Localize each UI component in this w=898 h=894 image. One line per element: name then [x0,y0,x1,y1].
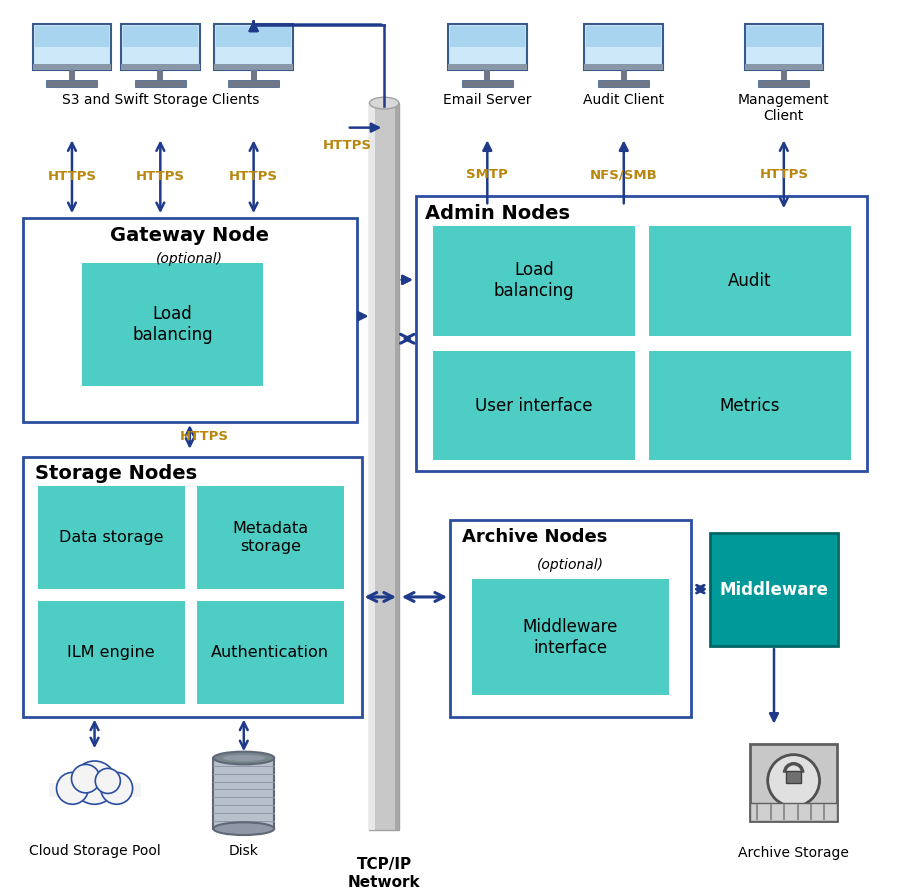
FancyBboxPatch shape [228,80,279,87]
FancyBboxPatch shape [369,103,399,830]
Text: Middleware: Middleware [719,580,829,599]
FancyBboxPatch shape [38,601,185,704]
FancyBboxPatch shape [22,457,362,717]
FancyBboxPatch shape [462,80,513,87]
FancyBboxPatch shape [394,103,399,830]
FancyBboxPatch shape [32,64,111,70]
FancyBboxPatch shape [450,520,691,717]
Text: Audit: Audit [728,272,771,290]
FancyBboxPatch shape [47,80,98,87]
Text: Archive Storage: Archive Storage [738,847,850,860]
FancyBboxPatch shape [751,803,837,822]
Text: (optional): (optional) [156,252,224,266]
Text: Cloud Storage Pool: Cloud Storage Pool [29,845,161,858]
FancyBboxPatch shape [38,486,185,589]
Text: NFS/SMB: NFS/SMB [590,168,657,181]
FancyBboxPatch shape [450,27,524,47]
FancyBboxPatch shape [434,226,635,336]
FancyBboxPatch shape [22,218,357,422]
FancyBboxPatch shape [781,70,787,80]
FancyBboxPatch shape [214,758,274,829]
FancyBboxPatch shape [471,579,669,696]
FancyBboxPatch shape [585,64,663,70]
FancyBboxPatch shape [621,70,627,80]
FancyBboxPatch shape [448,64,526,70]
FancyBboxPatch shape [32,24,111,70]
FancyBboxPatch shape [746,27,821,47]
Ellipse shape [214,752,274,764]
Text: Middleware
interface: Middleware interface [523,618,618,656]
FancyBboxPatch shape [251,70,257,80]
FancyBboxPatch shape [649,226,850,336]
Text: TCP/IP
Network: TCP/IP Network [348,857,420,890]
FancyBboxPatch shape [786,772,801,783]
Text: Load
balancing: Load balancing [494,261,574,300]
Text: Gateway Node: Gateway Node [110,226,269,245]
FancyBboxPatch shape [82,263,263,386]
FancyBboxPatch shape [123,27,198,47]
FancyBboxPatch shape [751,745,837,822]
Ellipse shape [214,822,274,835]
Text: ILM engine: ILM engine [67,645,155,660]
FancyBboxPatch shape [598,80,649,87]
FancyBboxPatch shape [215,24,293,70]
Circle shape [57,772,88,805]
Text: Archive Nodes: Archive Nodes [462,528,607,546]
Text: Metadata
storage: Metadata storage [233,521,308,553]
FancyBboxPatch shape [197,486,344,589]
FancyBboxPatch shape [135,80,186,87]
Ellipse shape [223,755,265,761]
FancyBboxPatch shape [48,782,140,797]
Text: Email Server: Email Server [443,93,532,107]
Text: Storage Nodes: Storage Nodes [35,464,197,484]
Text: (optional): (optional) [537,558,603,571]
FancyBboxPatch shape [649,350,850,460]
Text: SMTP: SMTP [466,168,508,181]
Circle shape [101,772,133,805]
Text: Data storage: Data storage [59,530,163,545]
Text: Authentication: Authentication [211,645,330,660]
FancyBboxPatch shape [369,103,374,830]
FancyBboxPatch shape [710,533,838,646]
FancyBboxPatch shape [216,27,291,47]
Text: HTTPS: HTTPS [229,170,278,183]
FancyBboxPatch shape [585,24,663,70]
Text: Admin Nodes: Admin Nodes [426,204,570,224]
FancyBboxPatch shape [758,80,809,87]
Text: S3 and Swift Storage Clients: S3 and Swift Storage Clients [62,93,259,107]
FancyBboxPatch shape [197,601,344,704]
Circle shape [768,755,820,806]
FancyBboxPatch shape [744,24,823,70]
Text: User interface: User interface [475,397,593,415]
Text: HTTPS: HTTPS [760,168,808,181]
FancyBboxPatch shape [448,24,526,70]
Text: Metrics: Metrics [719,397,780,415]
FancyBboxPatch shape [434,350,635,460]
Text: HTTPS: HTTPS [136,170,185,183]
Circle shape [73,761,116,805]
Circle shape [72,764,100,793]
Text: Disk: Disk [229,845,259,858]
Text: HTTPS: HTTPS [48,170,96,183]
FancyBboxPatch shape [484,70,490,80]
FancyBboxPatch shape [121,24,199,70]
Circle shape [95,768,120,794]
Text: Audit Client: Audit Client [583,93,665,107]
FancyBboxPatch shape [416,197,867,471]
FancyBboxPatch shape [215,64,293,70]
FancyBboxPatch shape [69,70,75,80]
Text: HTTPS: HTTPS [180,430,229,443]
FancyBboxPatch shape [157,70,163,80]
FancyBboxPatch shape [744,64,823,70]
FancyBboxPatch shape [586,27,661,47]
FancyBboxPatch shape [121,64,199,70]
Text: Load
balancing: Load balancing [132,305,213,344]
FancyBboxPatch shape [35,27,110,47]
Text: Management
Client: Management Client [738,93,830,123]
Ellipse shape [369,97,399,109]
Text: HTTPS: HTTPS [322,139,372,152]
